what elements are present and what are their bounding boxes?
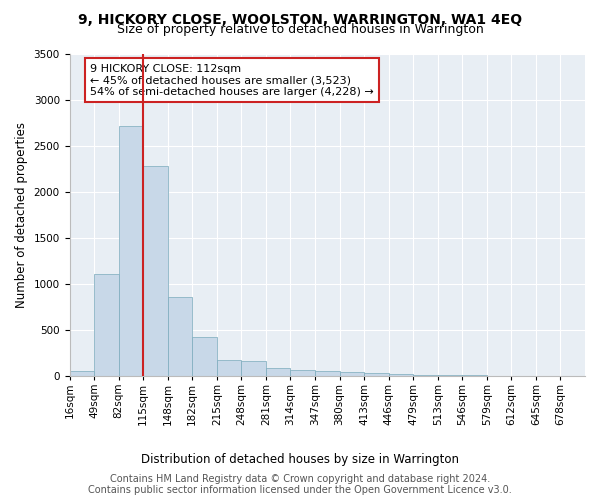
Text: 9 HICKORY CLOSE: 112sqm
← 45% of detached houses are smaller (3,523)
54% of semi: 9 HICKORY CLOSE: 112sqm ← 45% of detache… [90,64,374,97]
Text: Contains HM Land Registry data © Crown copyright and database right 2024.: Contains HM Land Registry data © Crown c… [110,474,490,484]
Text: Distribution of detached houses by size in Warrington: Distribution of detached houses by size … [141,452,459,466]
Bar [70,372,94,376]
Bar [217,360,241,376]
Bar [364,374,389,376]
Bar [438,375,462,376]
Text: 9, HICKORY CLOSE, WOOLSTON, WARRINGTON, WA1 4EQ: 9, HICKORY CLOSE, WOOLSTON, WARRINGTON, … [78,12,522,26]
Bar [94,274,119,376]
Bar [192,338,217,376]
Bar [241,361,266,376]
Bar [143,166,168,376]
Bar [413,375,438,376]
Bar [290,370,315,376]
Bar [315,372,340,376]
Y-axis label: Number of detached properties: Number of detached properties [15,122,28,308]
Bar [119,126,143,376]
Bar [389,374,413,376]
Bar [168,297,192,376]
Bar [266,368,290,376]
Bar [340,372,364,376]
Text: Contains public sector information licensed under the Open Government Licence v3: Contains public sector information licen… [88,485,512,495]
Text: Size of property relative to detached houses in Warrington: Size of property relative to detached ho… [116,22,484,36]
